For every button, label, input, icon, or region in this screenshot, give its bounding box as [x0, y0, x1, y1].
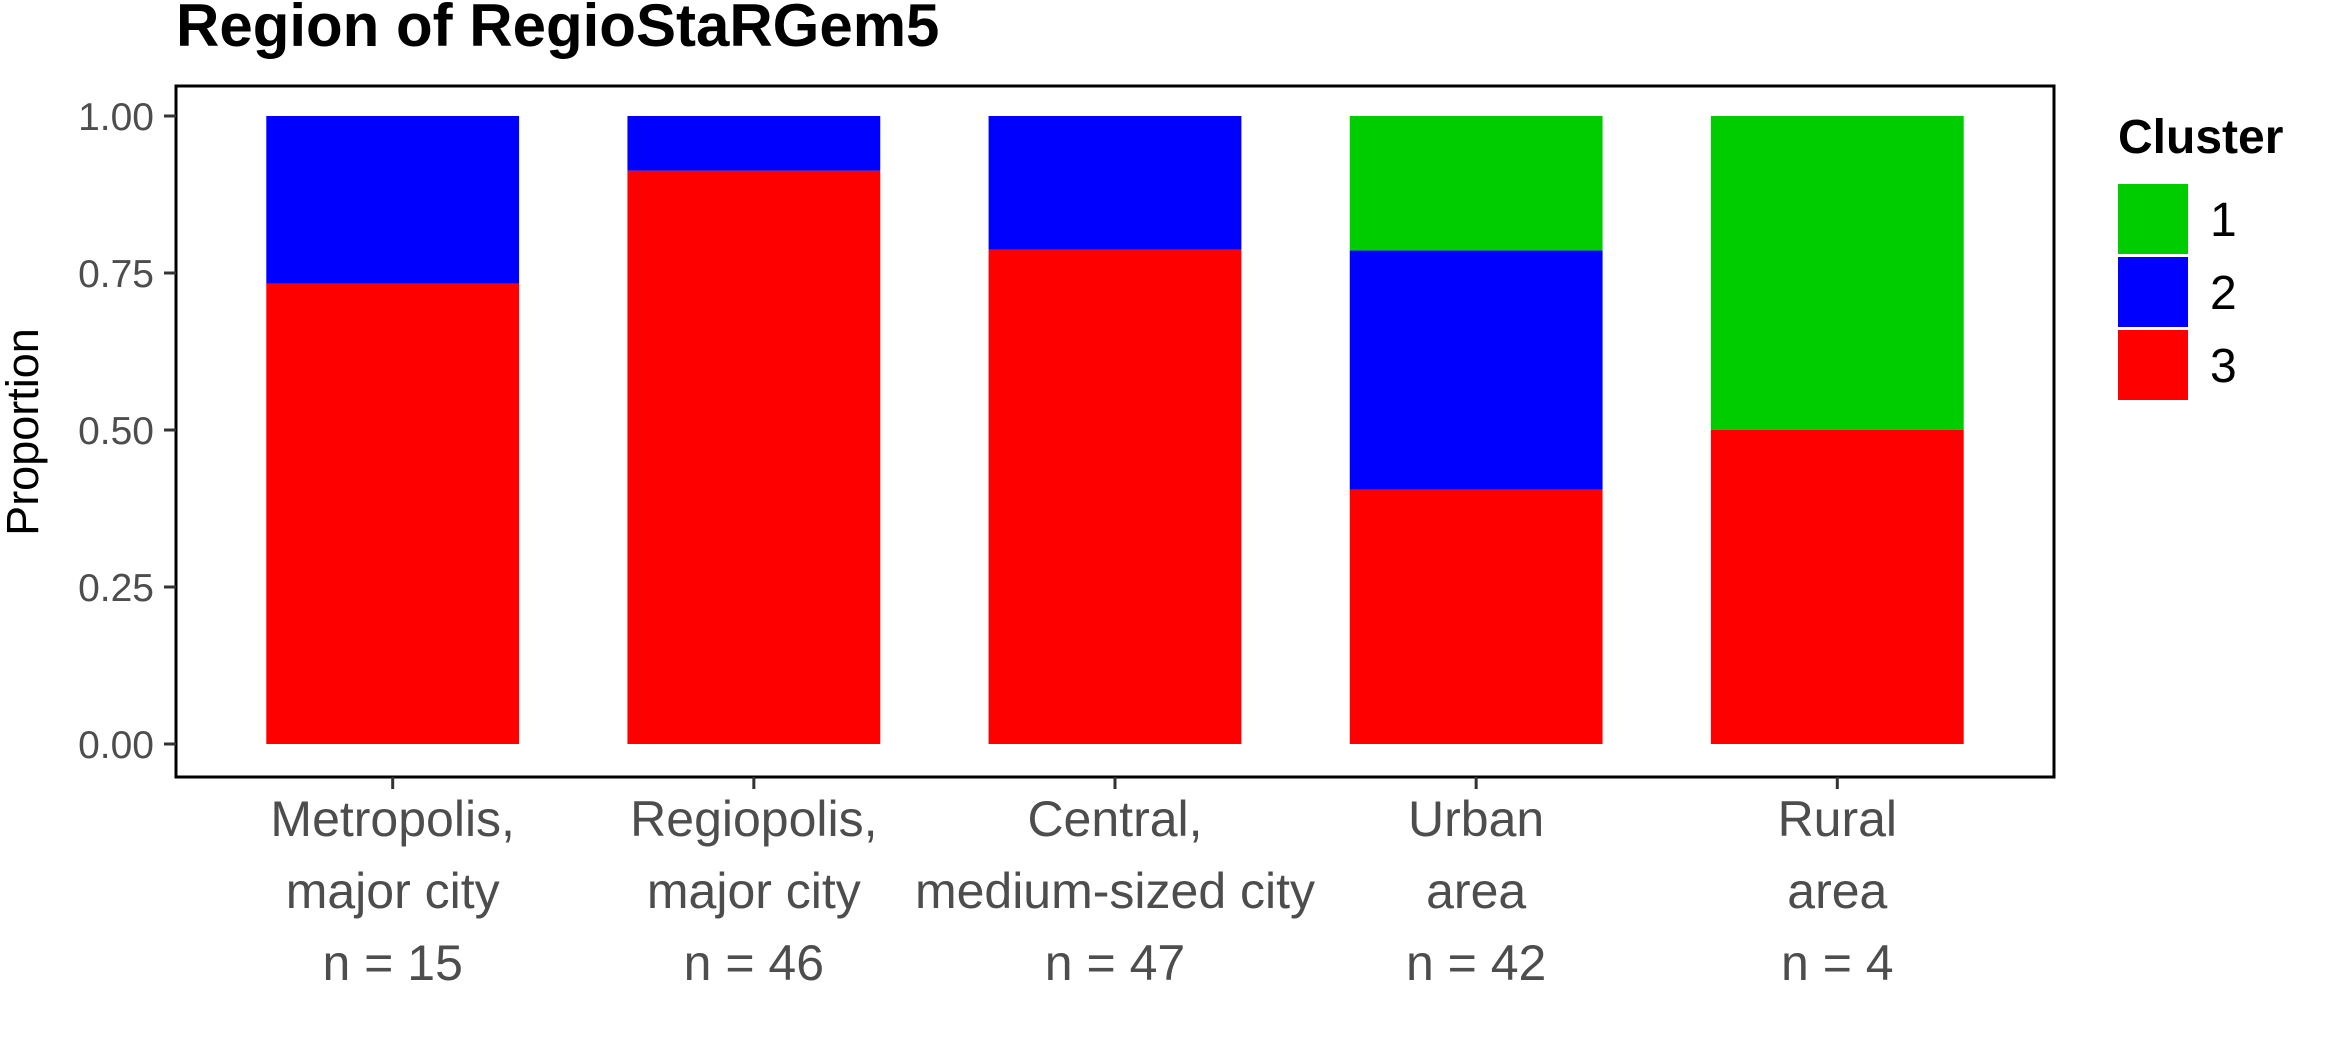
y-tick-label: 0.75 — [78, 253, 154, 296]
bar-segment — [1349, 116, 1603, 251]
y-tick-label: 0.25 — [78, 567, 154, 610]
legend-key — [2118, 184, 2188, 254]
y-tick-label: 0.50 — [78, 410, 154, 453]
legend-key — [2118, 257, 2188, 327]
legend-title: Cluster — [2118, 111, 2283, 164]
y-axis-label: Proportion — [0, 328, 48, 536]
legend: Cluster 1 2 3 — [2118, 111, 2283, 400]
chart-title: Region of RegioStaRGem5 — [176, 0, 939, 59]
bar-segment — [266, 116, 520, 284]
legend-label: 2 — [2210, 267, 2237, 320]
bar-segment — [1349, 489, 1603, 744]
y-tick-label: 0.00 — [78, 724, 154, 767]
x-tick-label: Urban area n = 42 — [1406, 791, 1546, 991]
bar-segment — [627, 116, 881, 171]
legend-label: 3 — [2210, 340, 2237, 393]
bar-segment — [1710, 116, 1964, 430]
axes-layer: 0.00 0.25 0.50 0.75 1.00 Metropolis, major cit… — [78, 96, 1897, 991]
legend-label: 1 — [2210, 194, 2237, 247]
x-tick-label: Rural area n = 4 — [1778, 791, 1897, 991]
bar-segment — [1349, 250, 1603, 490]
bar-segment — [1710, 430, 1964, 744]
x-tick-label: Regiopolis, major city n = 46 — [630, 791, 877, 991]
x-tick-label: Central, medium-sized city n = 47 — [915, 791, 1315, 991]
x-tick-label: Metropolis, major city n = 15 — [270, 791, 515, 991]
bar-segment — [988, 116, 1242, 250]
bar-segment — [266, 283, 520, 744]
y-tick-label: 1.00 — [78, 96, 154, 139]
bar-segment — [627, 170, 881, 745]
legend-key — [2118, 330, 2188, 400]
bars-layer — [266, 116, 1964, 745]
bar-segment — [988, 249, 1242, 745]
